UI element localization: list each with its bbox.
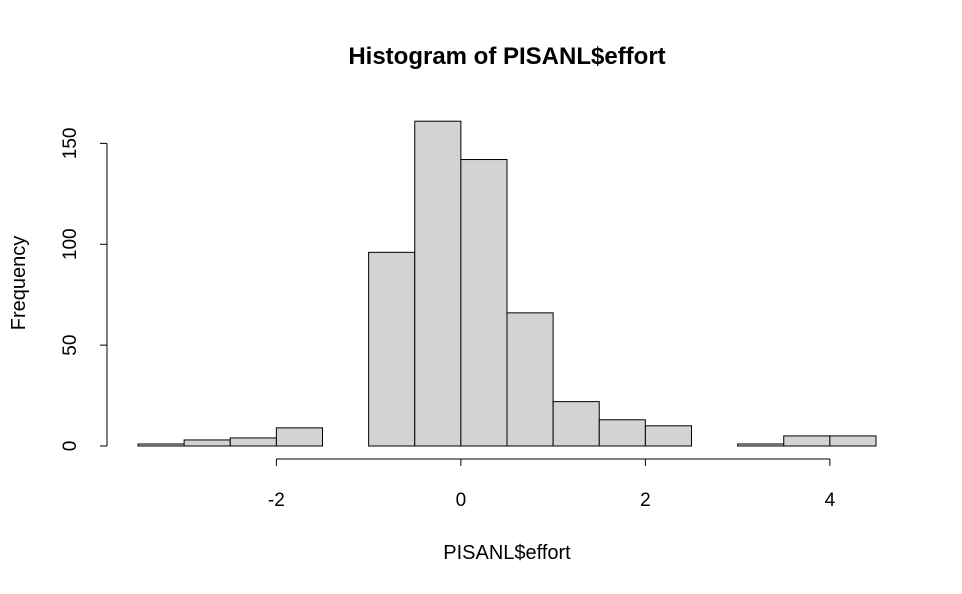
x-axis: -2 0 2 4 [268, 458, 836, 511]
y-tick-label: 0 [60, 441, 81, 452]
histogram-bar [552, 401, 600, 447]
x-tick-label: 0 [456, 490, 467, 511]
histogram-bar [829, 435, 877, 447]
x-axis-label: PISANL$effort [443, 542, 571, 564]
chart-title: Histogram of PISANL$effort [348, 43, 665, 70]
histogram-bar [137, 443, 185, 447]
histogram-bar [229, 437, 277, 447]
x-tick-label: -2 [268, 490, 285, 511]
histogram-bar [737, 443, 785, 447]
bars-group [137, 120, 877, 447]
y-axis: 0 50 100 150 [60, 128, 108, 452]
y-axis-label: Frequency [8, 236, 30, 331]
y-tick-label: 150 [60, 128, 81, 160]
histogram-bar [598, 419, 646, 447]
histogram-bar [644, 425, 692, 447]
histogram-bar [368, 251, 416, 447]
x-tick-label: 4 [825, 490, 836, 511]
x-tick-label: 2 [640, 490, 651, 511]
histogram-bar [414, 120, 462, 447]
histogram-bar [275, 427, 323, 447]
y-tick-label: 100 [60, 228, 81, 260]
histogram-bar [506, 312, 554, 447]
histogram-bar [183, 439, 231, 447]
histogram-bar [460, 159, 508, 447]
histogram-bar [783, 435, 831, 447]
y-tick-label: 50 [60, 335, 81, 356]
